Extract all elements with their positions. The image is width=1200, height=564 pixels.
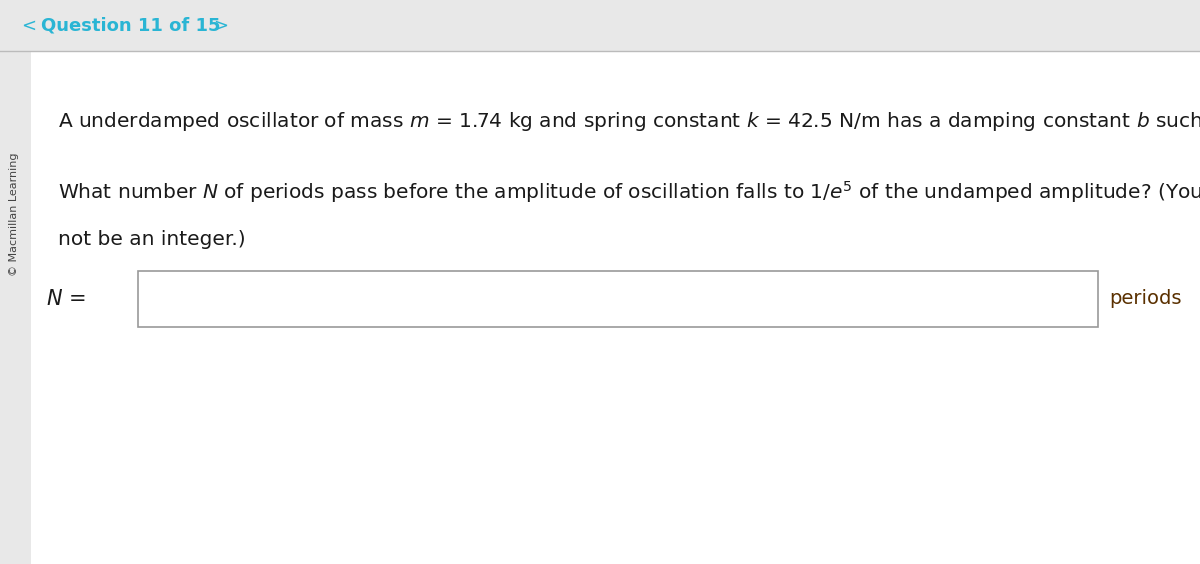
FancyBboxPatch shape [31,51,1200,564]
Text: What number $N$ of periods pass before the amplitude of oscillation falls to 1/$: What number $N$ of periods pass before t… [58,179,1200,205]
FancyBboxPatch shape [0,0,1200,51]
Text: A underdamped oscillator of mass $m$ = 1.74 kg and spring constant $k$ = 42.5 N/: A underdamped oscillator of mass $m$ = 1… [58,108,1200,134]
Text: © Macmillan Learning: © Macmillan Learning [10,153,19,276]
Text: not be an integer.): not be an integer.) [58,230,245,249]
Text: <: < [22,16,36,34]
FancyBboxPatch shape [138,271,1098,327]
Text: $N$ =: $N$ = [46,289,85,309]
Text: periods: periods [1109,289,1181,309]
Text: Question 11 of 15: Question 11 of 15 [41,16,221,34]
Text: >: > [214,16,228,34]
